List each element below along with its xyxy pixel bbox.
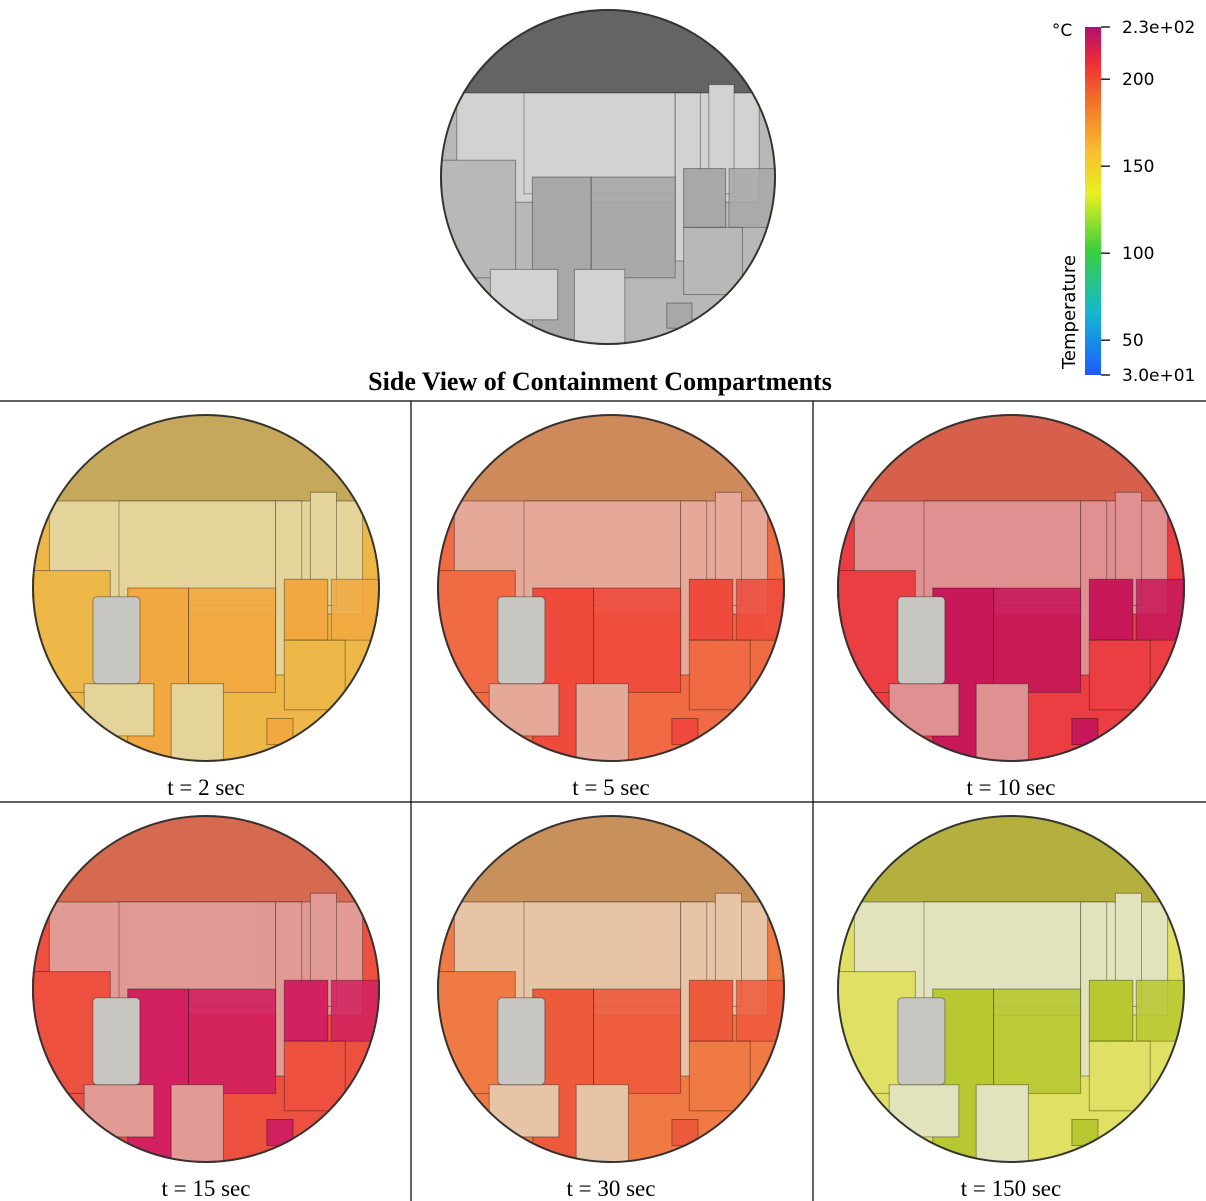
grey-block bbox=[92, 997, 141, 1086]
component bbox=[975, 1084, 1029, 1163]
vessel-edge bbox=[837, 815, 1185, 1163]
dome bbox=[440, 9, 776, 93]
vessel-edge bbox=[437, 414, 785, 762]
component bbox=[683, 226, 743, 296]
vessel-edge bbox=[440, 9, 776, 345]
dome bbox=[437, 815, 785, 902]
panel-caption: t = 2 sec bbox=[167, 775, 244, 800]
component bbox=[170, 1084, 224, 1163]
dome bbox=[837, 414, 1185, 501]
colorbar-tick-label: 50 bbox=[1122, 331, 1144, 351]
vessel-images bbox=[32, 9, 1185, 1163]
component bbox=[1135, 979, 1185, 1042]
component bbox=[188, 988, 277, 1094]
colorbar-tick-label: 100 bbox=[1122, 244, 1154, 264]
panel-caption: t = 15 sec bbox=[162, 1176, 251, 1201]
component bbox=[1088, 578, 1134, 641]
vessel-edge bbox=[32, 815, 380, 1163]
component bbox=[688, 979, 734, 1042]
component bbox=[993, 988, 1082, 1094]
vessel-edge bbox=[437, 815, 785, 1163]
panel-caption: t = 10 sec bbox=[967, 775, 1056, 800]
vessel bbox=[437, 815, 785, 1163]
component bbox=[888, 1084, 960, 1138]
vessel bbox=[837, 815, 1185, 1163]
colorbar-tick-label: 3.0e+01 bbox=[1122, 366, 1195, 386]
vessel bbox=[437, 414, 785, 762]
component bbox=[488, 1084, 560, 1138]
vessel bbox=[440, 9, 776, 345]
component bbox=[683, 168, 727, 228]
grey-block bbox=[897, 997, 946, 1086]
component bbox=[1135, 578, 1185, 641]
colorbar-tick-label: 200 bbox=[1122, 70, 1154, 90]
component bbox=[330, 578, 380, 641]
grey-block bbox=[497, 997, 546, 1086]
dome bbox=[32, 815, 380, 902]
component bbox=[735, 578, 785, 641]
colorbar-label: Temperature bbox=[1059, 255, 1080, 370]
panel-captions: t = 2 sec t = 5 sec t = 10 sec t = 15 sec t … bbox=[162, 775, 1062, 1201]
component bbox=[575, 1084, 629, 1163]
component bbox=[888, 683, 960, 737]
vessel-edge bbox=[837, 414, 1185, 762]
component bbox=[489, 268, 559, 321]
panel-caption: t = 150 sec bbox=[961, 1176, 1061, 1201]
grey-block bbox=[897, 596, 946, 685]
panel-caption: t = 30 sec bbox=[567, 1176, 656, 1201]
component bbox=[575, 683, 629, 762]
colorbar-tick-label: 2.3e+02 bbox=[1122, 18, 1195, 38]
component bbox=[688, 1040, 751, 1112]
panel-caption: t = 5 sec bbox=[572, 775, 649, 800]
component bbox=[993, 587, 1082, 693]
component bbox=[188, 587, 277, 693]
component bbox=[593, 587, 682, 693]
component bbox=[1088, 1040, 1151, 1112]
colorbar: °C Temperature 2.3e+02 200 150 100 50 3.0e+01 bbox=[1052, 18, 1196, 386]
component bbox=[688, 639, 751, 711]
component bbox=[83, 683, 155, 737]
vessel bbox=[32, 815, 380, 1163]
component bbox=[283, 578, 329, 641]
component bbox=[170, 683, 224, 762]
component bbox=[440, 159, 517, 279]
component bbox=[671, 1119, 699, 1147]
component bbox=[728, 168, 776, 228]
figure-title: Side View of Containment Compartments bbox=[368, 367, 832, 396]
component bbox=[1088, 979, 1134, 1042]
component bbox=[688, 578, 734, 641]
dome bbox=[837, 815, 1185, 902]
component bbox=[283, 639, 346, 711]
component bbox=[573, 268, 626, 345]
component bbox=[1088, 639, 1151, 711]
vessel bbox=[837, 414, 1185, 762]
component bbox=[283, 1040, 346, 1112]
grey-block bbox=[92, 596, 141, 685]
component bbox=[590, 176, 676, 279]
vessel bbox=[32, 414, 380, 762]
colorbar-unit: °C bbox=[1052, 21, 1072, 41]
grey-block bbox=[497, 596, 546, 685]
colorbar-gradient bbox=[1085, 27, 1101, 375]
vessel-edge bbox=[32, 414, 380, 762]
component bbox=[975, 683, 1029, 762]
dome bbox=[32, 414, 380, 501]
component bbox=[283, 979, 329, 1042]
component bbox=[735, 979, 785, 1042]
component bbox=[83, 1084, 155, 1138]
dome bbox=[437, 414, 785, 501]
component bbox=[488, 683, 560, 737]
colorbar-tick-label: 150 bbox=[1122, 157, 1154, 177]
component bbox=[593, 988, 682, 1094]
component bbox=[330, 979, 380, 1042]
